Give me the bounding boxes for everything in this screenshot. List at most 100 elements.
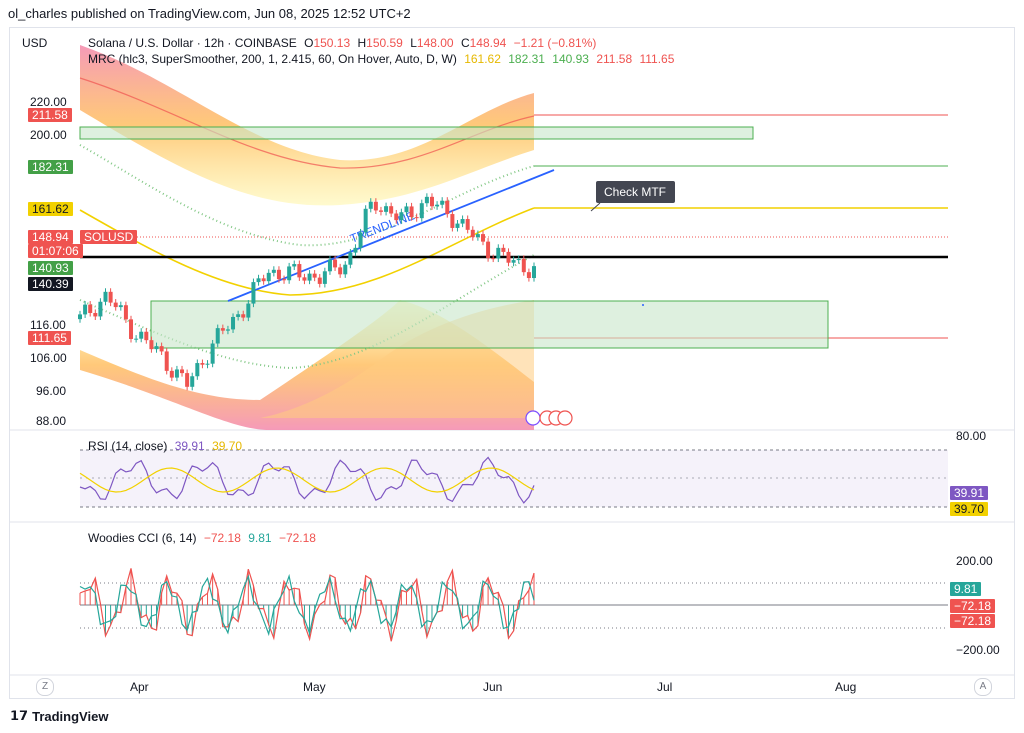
resistance-zone[interactable] — [79, 126, 754, 140]
candle-body — [282, 279, 287, 281]
candle-body — [287, 266, 292, 281]
mrc-mean — [79, 207, 535, 296]
zoom-button[interactable]: Z — [36, 678, 54, 696]
price-tick: 106.00 — [30, 351, 67, 365]
candle-body — [394, 213, 399, 221]
badge-countdown: 01:07:06 — [28, 244, 83, 258]
tradingview-logo[interactable]: 𝟭𝟳 TradingView — [10, 708, 108, 724]
candle-body — [246, 303, 251, 318]
cci-badge-1: 9.81 — [950, 582, 982, 596]
us-flag-icon[interactable] — [557, 410, 573, 426]
candle-body — [532, 266, 536, 279]
cci-header[interactable]: Woodies CCI (6, 14) −72.18 9.81 −72.18 — [88, 531, 320, 545]
rsi-header[interactable]: RSI (14, close) 39.91 39.70 — [88, 439, 246, 453]
candle-body — [241, 314, 246, 318]
candle-body — [511, 260, 516, 263]
mrc-lower-inner — [79, 254, 535, 370]
candle-body — [118, 305, 123, 308]
cci-v3: −72.18 — [278, 531, 316, 545]
candle-body — [455, 223, 460, 228]
rsi-badge-1: 39.91 — [950, 486, 989, 500]
support-zone[interactable] — [150, 300, 829, 349]
candle-body — [506, 251, 511, 263]
high-label: H — [357, 36, 367, 50]
mrc-upper-band — [80, 45, 534, 206]
candle-body — [460, 219, 465, 224]
cci-v2: 9.81 — [248, 531, 272, 545]
candle-body — [358, 232, 363, 248]
candle-body — [231, 316, 236, 330]
candle-body — [139, 331, 144, 339]
candle-body — [266, 272, 271, 282]
candle-body — [78, 314, 82, 320]
badge-symbol: SOLUSD — [80, 230, 138, 244]
low-value: 148.00 — [416, 36, 454, 50]
rsi-v1: 39.91 — [174, 439, 205, 453]
time-tick-aug: Aug — [835, 680, 857, 694]
candle-body — [470, 229, 475, 238]
mrc-v4: 211.58 — [596, 52, 633, 66]
chart-frame — [9, 27, 1015, 699]
candle-body — [491, 258, 496, 260]
cci-turbo-line — [79, 573, 535, 637]
high-value: 150.59 — [366, 36, 403, 50]
candle-body — [93, 312, 98, 317]
candle-body — [261, 278, 266, 282]
candle-body — [292, 264, 297, 267]
time-tick-may: May — [303, 680, 326, 694]
candle-body — [429, 196, 434, 207]
candle-body — [450, 214, 455, 228]
candle-body — [169, 370, 174, 378]
rsi-label: RSI (14, close) — [88, 439, 168, 453]
candle-body — [486, 241, 491, 259]
event-icon[interactable] — [525, 410, 541, 426]
badge-140b: 140.39 — [28, 277, 73, 291]
candle-body — [123, 305, 128, 320]
candle-body — [236, 314, 241, 317]
time-tick-jun: Jun — [483, 680, 503, 694]
candle-body — [368, 201, 373, 209]
cci-badge-3: −72.18 — [950, 614, 996, 628]
candle-body — [526, 272, 531, 279]
rsi-ma-line — [79, 467, 535, 493]
candle-body — [378, 210, 383, 212]
candle-body — [174, 369, 179, 378]
rsi-axis-top: 80.00 — [956, 429, 987, 443]
candle-body — [307, 273, 312, 281]
candle-body — [312, 273, 317, 278]
rsi-v2: 39.70 — [212, 439, 243, 453]
badge-price: 148.94 — [28, 230, 73, 244]
cci-v1: −72.18 — [203, 531, 241, 545]
mrc-header[interactable]: MRC (hlc3, SuperSmoother, 200, 1, 2.415,… — [88, 52, 678, 66]
cci-label: Woodies CCI (6, 14) — [88, 531, 197, 545]
candle-body — [195, 363, 200, 377]
candle-body — [373, 201, 378, 211]
change-value: −1.21 (−0.81%) — [513, 36, 597, 50]
price-tick: 116.00 — [30, 318, 66, 332]
candle-body — [185, 373, 190, 387]
check-mtf-callout[interactable] — [596, 181, 675, 203]
candle-body — [404, 206, 409, 213]
price-tick: 96.00 — [36, 384, 67, 398]
price-tick: 200.00 — [30, 128, 67, 142]
candle-body — [445, 200, 450, 215]
tv-logo-text: TradingView — [32, 708, 109, 724]
check-mtf-text: Check MTF — [604, 185, 666, 199]
candle-body — [297, 264, 302, 278]
candle-body — [496, 247, 501, 259]
auto-scale-button[interactable]: A — [974, 678, 992, 696]
mrc-v5: 111.65 — [639, 52, 675, 66]
candle-body — [363, 208, 368, 233]
mrc-label: MRC (hlc3, SuperSmoother, 200, 1, 2.415,… — [88, 52, 457, 66]
time-tick-apr: Apr — [130, 680, 149, 694]
price-tick: 220.00 — [30, 95, 67, 109]
candle-body — [465, 219, 470, 230]
badge-182: 182.31 — [28, 160, 73, 174]
published-info: ol_charles published on TradingView.com,… — [8, 6, 411, 21]
candle-body — [200, 363, 205, 365]
candle-body — [108, 291, 113, 303]
candle-body — [98, 301, 103, 317]
cci-badge-2: −72.18 — [950, 599, 996, 613]
candle-body — [276, 269, 281, 280]
